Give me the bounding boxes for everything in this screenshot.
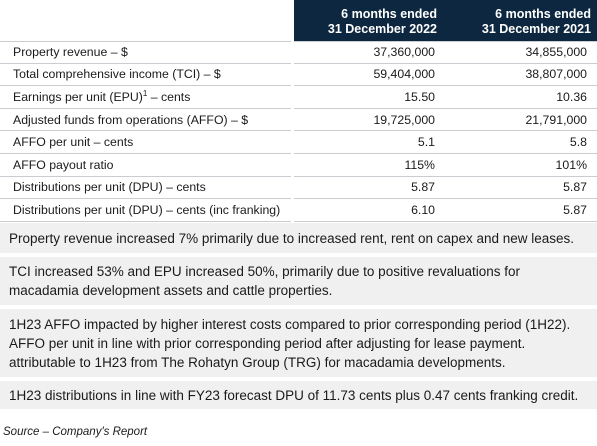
value-2021: 5.87 (443, 199, 597, 222)
value-2021: 10.36 (443, 86, 597, 109)
note-text: TCI increased 53% and EPU increased 50%,… (9, 264, 521, 298)
row-label-epu: Earnings per unit (EPU)1 – cents (0, 86, 291, 109)
source-caption: Source – Company's Report (3, 426, 148, 438)
row-label-affo-per-unit: AFFO per unit – cents (0, 131, 291, 154)
header-2021-line2: 31 December 2021 (481, 21, 591, 36)
note-affo: 1H23 AFFO impacted by higher interest co… (0, 309, 597, 377)
value-2022: 115% (294, 153, 443, 177)
value-2022: 59,404,000 (294, 63, 443, 87)
value-2022: 19,725,000 (294, 108, 443, 132)
header-period-2021: 6 months ended 31 December 2021 (443, 0, 597, 41)
value-2022: 37,360,000 (294, 41, 443, 64)
header-period-2022: 6 months ended 31 December 2022 (294, 0, 443, 41)
table-row: AFFO per unit – cents 5.1 5.8 (0, 131, 597, 154)
header-2021-line1: 6 months ended (495, 6, 591, 21)
table-row: Property revenue – $ 37,360,000 34,855,0… (0, 41, 597, 64)
row-label-tci: Total comprehensive income (TCI) – $ (0, 63, 291, 87)
note-text: Property revenue increased 7% primarily … (9, 230, 575, 246)
table-row: Earnings per unit (EPU)1 – cents 15.50 1… (0, 86, 597, 109)
value-2021: 38,807,000 (443, 63, 597, 87)
value-2022: 5.1 (294, 131, 443, 154)
table-row: AFFO payout ratio 115% 101% (0, 153, 597, 177)
table-header-row: 6 months ended 31 December 2022 6 months… (0, 0, 597, 41)
header-empty-cell (0, 0, 291, 41)
row-label-dpu-franking: Distributions per unit (DPU) – cents (in… (0, 199, 291, 222)
header-2022-line2: 31 December 2022 (327, 21, 437, 36)
financial-results-table: 6 months ended 31 December 2022 6 months… (0, 0, 597, 222)
value-2021: 5.8 (443, 131, 597, 154)
row-label-dpu: Distributions per unit (DPU) – cents (0, 176, 291, 200)
header-gap-cell (291, 0, 294, 41)
value-2021: 101% (443, 153, 597, 177)
value-2021: 34,855,000 (443, 41, 597, 64)
row-label-affo-payout: AFFO payout ratio (0, 153, 291, 177)
footnote-marker: 1 (142, 88, 148, 98)
row-label-affo: Adjusted funds from operations (AFFO) – … (0, 108, 291, 132)
value-2022: 6.10 (294, 199, 443, 222)
epu-label-text: Earnings per unit (EPU) (13, 89, 143, 104)
epu-label-unit: – cents (147, 89, 191, 104)
value-2021: 5.87 (443, 176, 597, 200)
note-distributions: 1H23 distributions in line with FY23 for… (0, 381, 597, 409)
note-text: 1H23 distributions in line with FY23 for… (9, 387, 579, 403)
table-row: Distributions per unit (DPU) – cents 5.8… (0, 176, 597, 200)
row-label-property-revenue: Property revenue – $ (0, 41, 291, 64)
header-2022-line1: 6 months ended (341, 6, 437, 21)
table-row: Adjusted funds from operations (AFFO) – … (0, 108, 597, 132)
note-property-revenue: Property revenue increased 7% primarily … (0, 223, 597, 253)
value-2022: 5.87 (294, 176, 443, 200)
note-tci-epu: TCI increased 53% and EPU increased 50%,… (0, 257, 597, 305)
table-row: Total comprehensive income (TCI) – $ 59,… (0, 63, 597, 87)
table-row: Distributions per unit (DPU) – cents (in… (0, 199, 597, 222)
note-text: 1H23 AFFO impacted by higher interest co… (9, 316, 571, 370)
value-2022: 15.50 (294, 86, 443, 109)
commentary-notes: Property revenue increased 7% primarily … (0, 223, 597, 413)
value-2021: 21,791,000 (443, 108, 597, 132)
